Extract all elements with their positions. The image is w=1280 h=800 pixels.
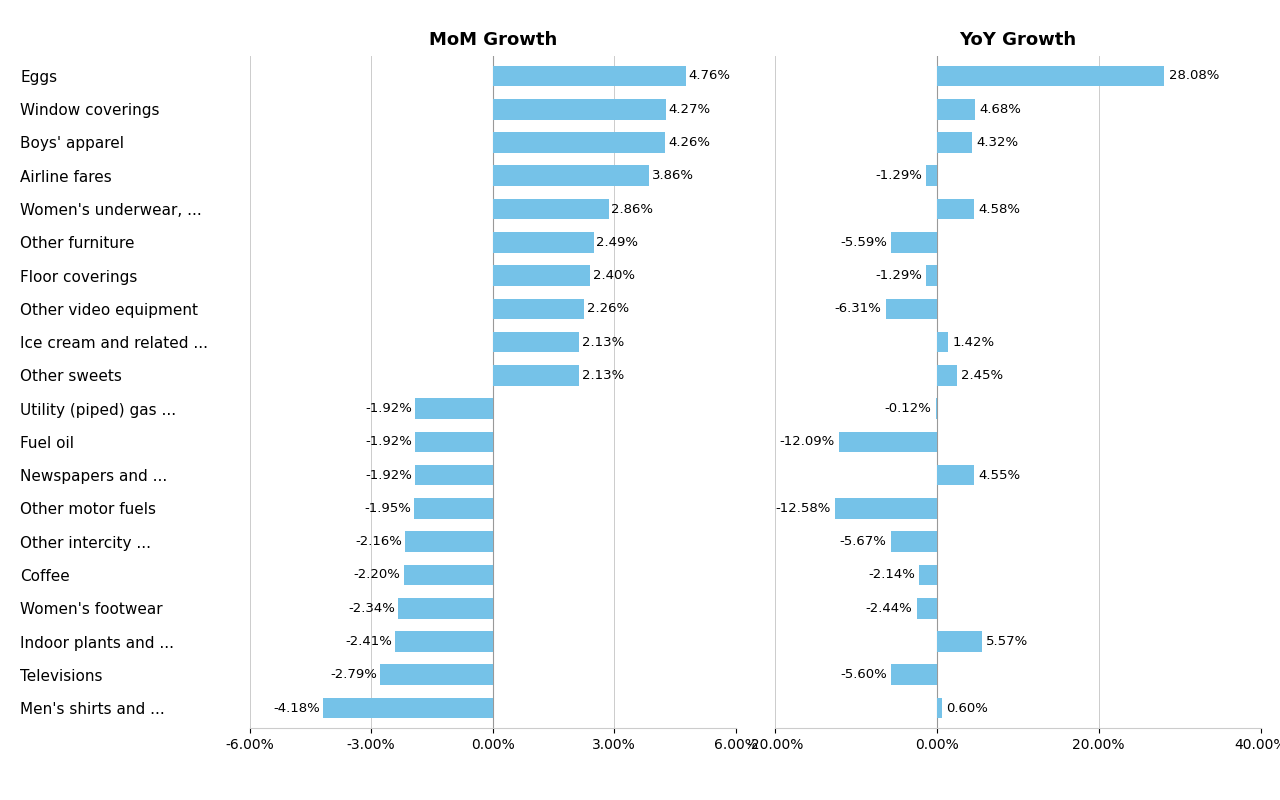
Bar	[937, 631, 982, 652]
Bar	[937, 698, 942, 718]
Bar	[919, 565, 937, 586]
Text: 2.45%: 2.45%	[961, 369, 1004, 382]
Bar	[493, 365, 579, 386]
Bar	[493, 232, 594, 253]
Bar	[937, 465, 974, 486]
Text: -2.44%: -2.44%	[865, 602, 913, 614]
Bar	[493, 166, 649, 186]
Text: -4.18%: -4.18%	[274, 702, 320, 714]
Text: 1.42%: 1.42%	[952, 335, 995, 349]
Text: -2.20%: -2.20%	[353, 569, 401, 582]
Text: 2.13%: 2.13%	[582, 335, 625, 349]
Bar	[406, 531, 493, 552]
Text: -6.31%: -6.31%	[835, 302, 881, 315]
Bar	[927, 266, 937, 286]
Text: 5.57%: 5.57%	[986, 635, 1028, 648]
Text: 0.60%: 0.60%	[946, 702, 988, 714]
Text: -5.67%: -5.67%	[840, 535, 886, 548]
Text: 4.55%: 4.55%	[978, 469, 1020, 482]
Bar	[415, 398, 493, 419]
Text: -12.09%: -12.09%	[780, 435, 835, 449]
Bar	[493, 66, 686, 86]
Bar	[835, 498, 937, 518]
Text: -1.92%: -1.92%	[365, 469, 412, 482]
Text: -2.16%: -2.16%	[356, 535, 402, 548]
Bar	[916, 598, 937, 618]
Bar	[415, 465, 493, 486]
Bar	[937, 365, 956, 386]
Text: -2.41%: -2.41%	[346, 635, 392, 648]
Text: -5.59%: -5.59%	[840, 236, 887, 249]
Text: -12.58%: -12.58%	[774, 502, 831, 515]
Bar	[415, 431, 493, 452]
Bar	[937, 66, 1165, 86]
Bar	[398, 598, 493, 618]
Bar	[493, 198, 608, 219]
Bar	[493, 266, 590, 286]
Bar	[937, 132, 972, 153]
Bar	[891, 531, 937, 552]
Bar	[891, 232, 937, 253]
Bar	[891, 665, 937, 685]
Text: -0.12%: -0.12%	[884, 402, 932, 415]
Text: 2.40%: 2.40%	[593, 269, 635, 282]
Bar	[927, 166, 937, 186]
Text: 2.49%: 2.49%	[596, 236, 639, 249]
Bar	[493, 99, 666, 119]
Text: -2.14%: -2.14%	[868, 569, 915, 582]
Text: 4.27%: 4.27%	[668, 102, 710, 116]
Text: -1.29%: -1.29%	[876, 269, 922, 282]
Text: -2.34%: -2.34%	[348, 602, 396, 614]
Text: -1.92%: -1.92%	[365, 435, 412, 449]
Bar	[493, 298, 584, 319]
Text: 4.58%: 4.58%	[978, 202, 1020, 215]
Text: 3.86%: 3.86%	[652, 170, 694, 182]
Title: YoY Growth: YoY Growth	[959, 31, 1076, 49]
Text: 28.08%: 28.08%	[1169, 70, 1219, 82]
Text: 4.32%: 4.32%	[977, 136, 1018, 149]
Bar	[396, 631, 493, 652]
Bar	[886, 298, 937, 319]
Bar	[413, 498, 493, 518]
Bar	[493, 332, 579, 353]
Text: -1.95%: -1.95%	[364, 502, 411, 515]
Bar	[937, 198, 974, 219]
Text: -1.29%: -1.29%	[876, 170, 922, 182]
Text: 2.86%: 2.86%	[612, 202, 653, 215]
Bar	[403, 565, 493, 586]
Text: 2.13%: 2.13%	[582, 369, 625, 382]
Bar	[380, 665, 493, 685]
Bar	[838, 431, 937, 452]
Text: 4.68%: 4.68%	[979, 102, 1021, 116]
Text: -2.79%: -2.79%	[330, 668, 376, 682]
Bar	[937, 99, 974, 119]
Bar	[493, 132, 666, 153]
Title: MoM Growth: MoM Growth	[429, 31, 557, 49]
Text: -5.60%: -5.60%	[840, 668, 887, 682]
Text: 4.76%: 4.76%	[689, 70, 731, 82]
Bar	[937, 332, 948, 353]
Text: 2.26%: 2.26%	[588, 302, 630, 315]
Text: 4.26%: 4.26%	[668, 136, 710, 149]
Bar	[324, 698, 493, 718]
Text: -1.92%: -1.92%	[365, 402, 412, 415]
